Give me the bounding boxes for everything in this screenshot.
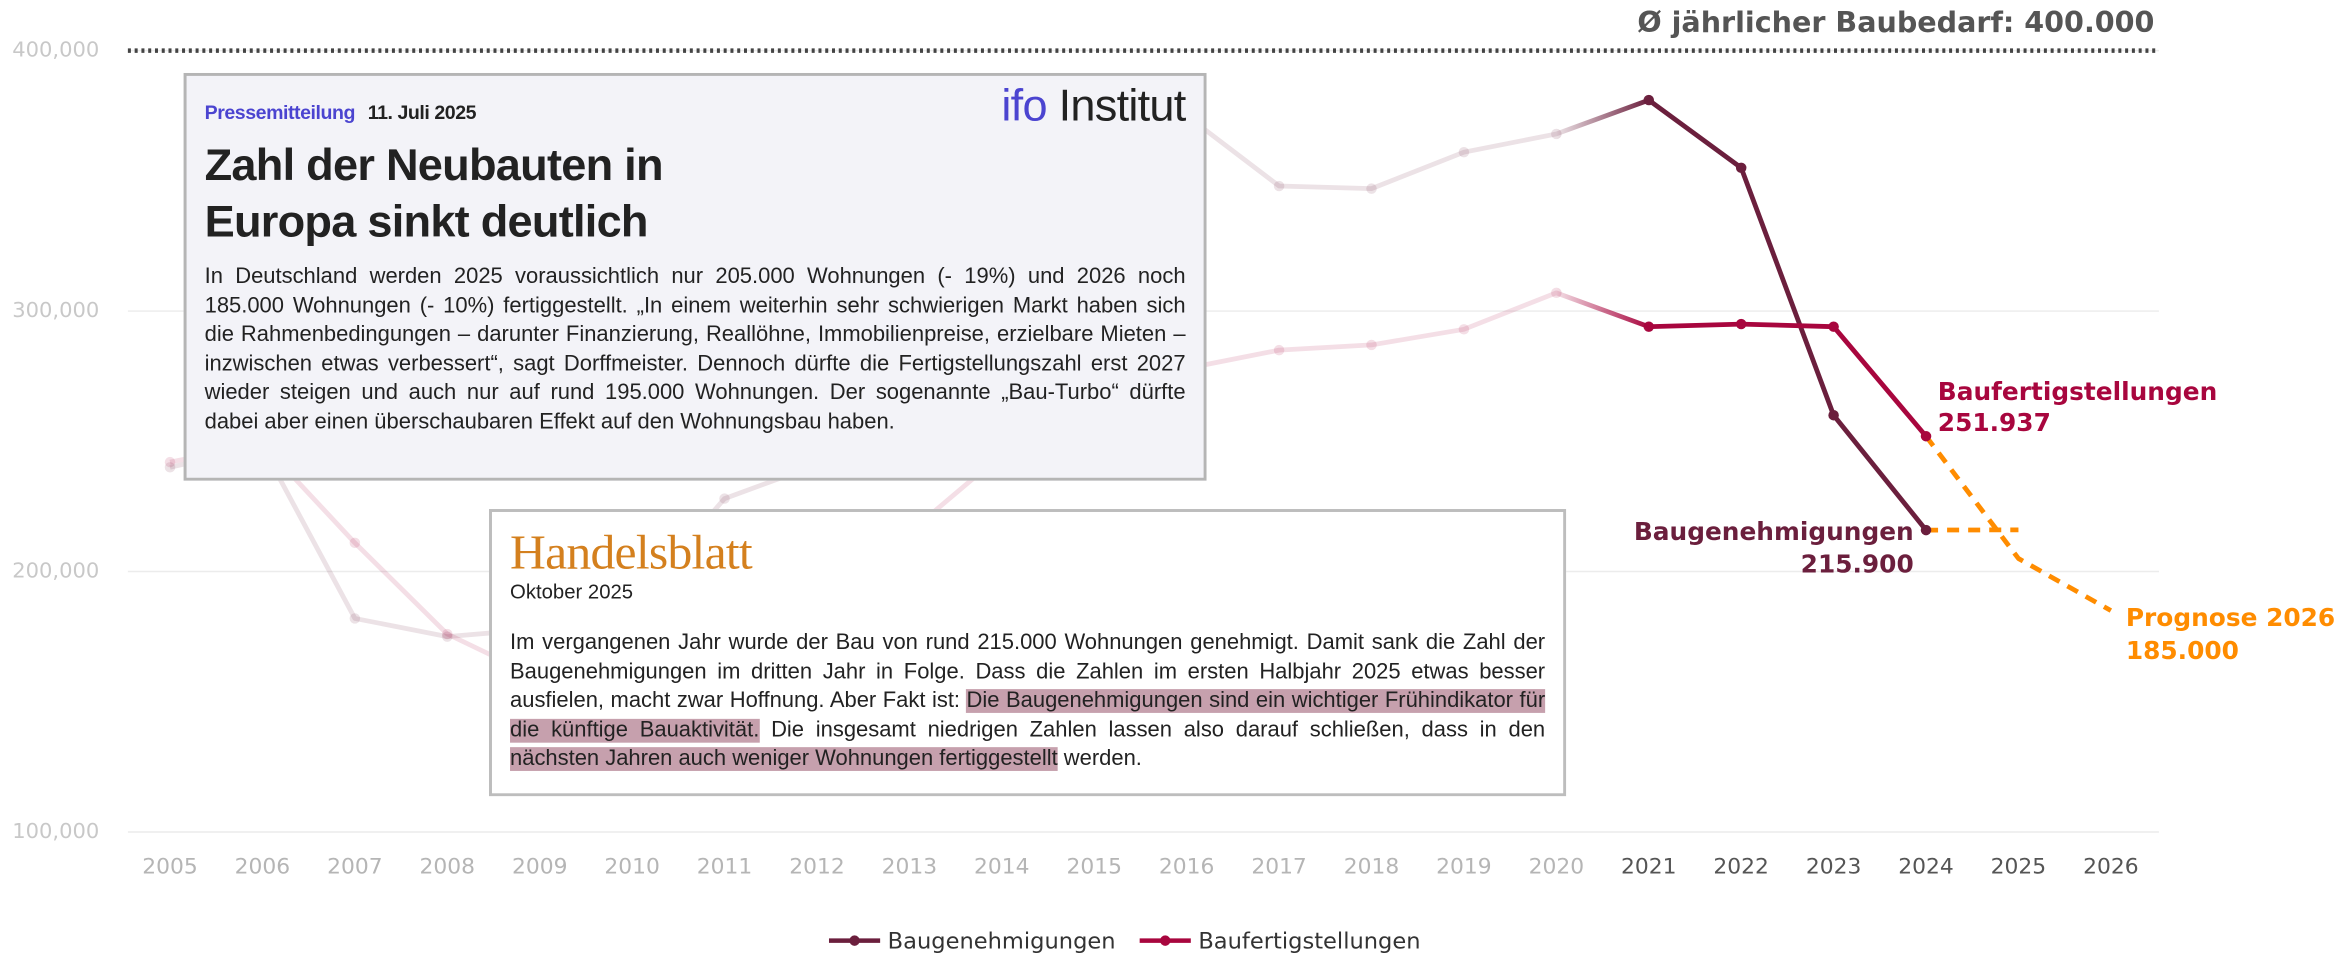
legend-dot [849, 935, 860, 946]
point [1551, 287, 1562, 299]
x-tick-label: 2024 [1898, 855, 1954, 880]
y-tick-label: 100,000 [12, 819, 99, 843]
point [1366, 339, 1377, 351]
point [719, 493, 730, 504]
point [1458, 146, 1470, 158]
series-label: Baufertigstellungen [1938, 377, 2217, 406]
x-tick-label: 2013 [882, 855, 938, 880]
point [164, 456, 176, 468]
article-source: Handelsblatt [510, 526, 753, 581]
point [349, 537, 361, 549]
x-tick-label: 2026 [2083, 855, 2139, 880]
logo-ifo: ifo [1001, 81, 1047, 131]
x-tick-label: 2016 [1159, 855, 1215, 880]
y-tick-label: 200,000 [12, 559, 99, 583]
article-text: Im vergangenen Jahr wurde der Bau von ru… [510, 630, 1546, 776]
article-date: Oktober 2025 [510, 580, 634, 603]
article-box: Handelsblatt Oktober 2025 Im vergangenen… [488, 509, 1567, 797]
x-tick-label: 2023 [1806, 855, 1862, 880]
forecast-line [1924, 434, 2113, 613]
point [1366, 183, 1377, 194]
x-tick-label: 2018 [1344, 855, 1400, 880]
point [1273, 344, 1285, 356]
x-tick-label: 2020 [1529, 855, 1585, 880]
point [1643, 94, 1655, 106]
press-header: Pressemitteilung 11. Juli 2025 ifo Insti… [204, 82, 1187, 139]
x-tick-label: 2010 [604, 855, 660, 880]
x-tick-label: 2008 [420, 855, 476, 880]
x-tick-label: 2005 [142, 855, 198, 880]
press-date: 11. Juli 2025 [367, 101, 477, 124]
legend-dot [1159, 935, 1171, 946]
x-tick-label: 2006 [235, 855, 291, 880]
point [1920, 524, 1932, 536]
legend-label: Baugenehmigungen [888, 929, 1116, 955]
reference-label: Ø jährlicher Baubedarf: 400.000 [1637, 6, 2154, 39]
x-tick-label: 2019 [1436, 855, 1492, 880]
text-run: Die insgesamt niedrigen Zahlen lassen al… [759, 718, 1546, 743]
point [1828, 321, 1839, 332]
ifo-logo: ifo Institut [1001, 81, 1187, 133]
press-release: Pressemitteilung 11. Juli 2025 ifo Insti… [183, 72, 1207, 481]
x-tick-label: 2017 [1251, 855, 1307, 880]
value-label: 251.937 [1938, 408, 2051, 437]
press-label: Pressemitteilung [204, 101, 356, 124]
point [1735, 162, 1747, 174]
x-tick-label: 2014 [974, 855, 1030, 880]
x-tick-label: 2025 [1991, 855, 2047, 880]
point [1643, 321, 1655, 332]
x-tick-label: 2012 [789, 855, 845, 880]
legend-label: Baufertigstellungen [1198, 929, 1420, 955]
press-release-box: Pressemitteilung 11. Juli 2025 ifo Insti… [183, 72, 1207, 481]
point [1458, 324, 1470, 335]
x-tick-label: 2022 [1713, 855, 1769, 880]
y-tick-label: 400,000 [12, 38, 99, 62]
value-label: 215.900 [1801, 550, 1914, 579]
press-title: Zahl der Neubauten in Europa sinkt deutli… [205, 138, 1186, 251]
point [349, 613, 361, 624]
point [1828, 410, 1839, 421]
y-tick-label: 300,000 [12, 298, 99, 322]
x-tick-label: 2021 [1621, 855, 1677, 880]
point [1273, 180, 1285, 192]
x-tick-label: 2007 [327, 855, 383, 880]
x-tick-label: 2011 [697, 855, 753, 880]
press-text: In Deutschland werden 2025 voraussichtli… [204, 264, 1186, 435]
highlight: nächsten Jahren auch weniger Wohnungen f… [510, 747, 1058, 772]
point [442, 628, 453, 640]
annotation: Prognose 2026: [2126, 603, 2335, 632]
text-run: werden. [1057, 747, 1142, 772]
annotations: Baufertigstellungen 251.937 Baugenehmigu… [1634, 377, 2335, 665]
point [1920, 431, 1932, 442]
x-tick-label: 2015 [1066, 855, 1122, 880]
title-line: Europa sinkt deutlich [204, 197, 649, 248]
text-run: Im vergangenen Jahr wurde der Bau von ru… [510, 631, 1546, 714]
x-tick-label: 2009 [512, 855, 568, 880]
value-label: 185.000 [2126, 636, 2239, 665]
logo-institut: Institut [1058, 81, 1187, 131]
legend: Baugenehmigungen Baufertigstellungen [828, 929, 1421, 955]
point [1551, 128, 1562, 140]
title-line: Zahl der Neubauten in [204, 141, 664, 191]
point [1735, 318, 1747, 330]
series-label: Baugenehmigungen [1634, 517, 1914, 546]
article: Handelsblatt Oktober 2025 Im vergangenen… [488, 509, 1567, 797]
